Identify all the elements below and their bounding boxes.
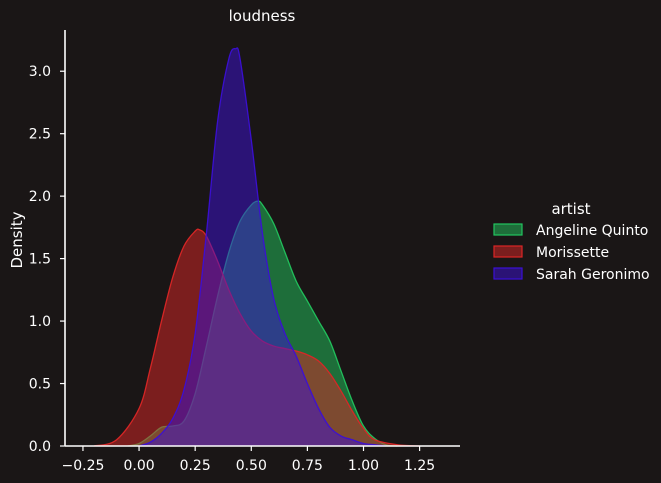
y-tick-label: 2.0 — [29, 189, 51, 205]
y-tick-label: 3.0 — [29, 64, 51, 80]
x-tick-label: 0.00 — [123, 458, 154, 474]
y-tick-label: 0.0 — [29, 439, 51, 455]
legend-label-sarah-geronimo: Sarah Geronimo — [536, 267, 650, 283]
x-tick-label: −0.25 — [62, 458, 105, 474]
legend-swatch-morissette — [493, 245, 523, 258]
x-tick-label: 0.25 — [180, 458, 211, 474]
density-line-sarah-geronimo — [138, 47, 387, 447]
x-axis-ticks: −0.25 0.00 0.25 0.50 0.75 1.00 1.25 — [62, 446, 435, 474]
y-tick-label: 2.5 — [29, 127, 51, 143]
legend-swatch-angeline-quinto — [493, 223, 523, 236]
y-tick-label: 1.0 — [29, 314, 51, 330]
legend-label-morissette: Morissette — [536, 245, 609, 261]
y-axis-ticks: 0.0 0.5 1.0 1.5 2.0 2.5 3.0 — [29, 64, 65, 455]
density-area-sarah-geronimo — [139, 47, 386, 446]
density-areas — [94, 47, 420, 447]
x-tick-label: 1.00 — [348, 458, 379, 474]
legend: Angeline Quinto Morissette Sarah Geronimo — [493, 223, 650, 283]
legend-label-angeline-quinto: Angeline Quinto — [536, 223, 648, 239]
y-tick-label: 0.5 — [29, 377, 51, 393]
y-tick-label: 1.5 — [29, 252, 51, 268]
x-tick-label: 0.75 — [292, 458, 323, 474]
y-axis-label: Density — [8, 211, 26, 268]
chart-title: loudness — [229, 7, 296, 25]
x-tick-label: 0.50 — [236, 458, 267, 474]
legend-title: artist — [551, 200, 590, 218]
x-tick-label: 1.25 — [404, 458, 435, 474]
legend-swatch-sarah-geronimo — [493, 267, 523, 280]
